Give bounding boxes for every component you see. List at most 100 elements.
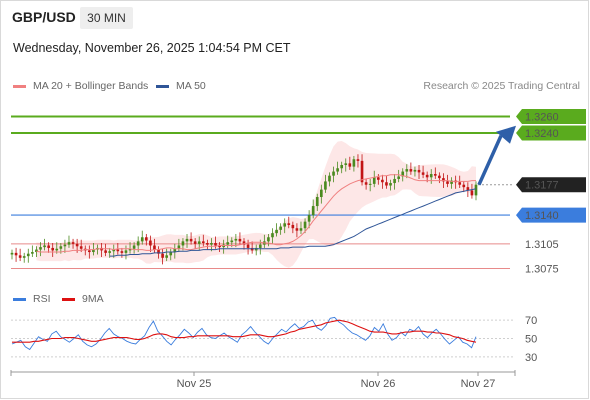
candle-body [120,251,124,253]
candle-body [470,190,474,196]
candle-body [185,238,189,242]
credit-text: Research © 2025 Trading Central [423,80,580,92]
legend-ma50: MA 50 [156,80,206,92]
candle-body [132,245,136,249]
level-label: 1.3105 [525,239,559,251]
candle-body [144,237,148,241]
candle-body [352,159,356,167]
candle-body [39,247,42,250]
candle-body [356,159,360,161]
timeframe-badge[interactable]: 30 MIN [80,7,133,29]
rsi-tick-label: 70 [525,315,537,327]
candle-body [193,241,197,244]
candle-body [429,174,433,178]
candle-body [368,183,372,185]
candle-body [291,224,295,229]
legend-ma20-label: MA 20 + Bollinger Bands [33,80,149,92]
candle-body [311,206,315,216]
candle-body [210,243,213,245]
candle-body [381,179,384,183]
candle-body [433,174,437,176]
candle-body [47,245,50,248]
candle-body [474,184,478,196]
timestamp: Wednesday, November 26, 2025 1:04:54 PM … [13,41,291,55]
candle-body [376,177,380,180]
candle-body [92,249,95,253]
ma20-line [36,174,476,253]
candle-body [79,246,83,249]
candle-body [299,228,303,231]
candle-body [328,175,331,182]
candle-body [63,244,67,247]
candle-body [271,233,274,238]
candle-body [51,247,55,251]
candle-body [153,245,156,250]
candle-body [104,250,107,253]
legend-rsi-label: RSI [33,293,51,305]
candle-body [206,243,209,245]
rsi-tick-label: 50 [525,334,537,346]
candle-body [450,180,453,184]
level-label: 1.3075 [525,263,559,275]
candle-body [425,174,429,178]
candle-body [258,244,262,248]
candle-body [393,178,396,184]
candle-body [35,249,38,253]
candle-body [230,240,234,243]
candle-body [421,172,425,175]
candle-body [75,243,79,247]
candle-body [112,249,116,252]
candle-body [332,171,335,176]
candle-body [397,176,400,179]
candle-body [173,248,177,253]
level-label-box [516,109,586,125]
candle-body [405,169,409,172]
candle-body [71,242,75,244]
candle-body [149,240,152,246]
candle-body [43,245,46,248]
ma50-line [109,188,477,257]
candle-body [242,241,246,245]
candle-body [128,248,132,251]
candle-body [218,245,221,248]
bollinger-band [36,141,477,268]
level-label: 1.3260 [525,112,559,124]
candle-body [246,244,250,248]
ma50-swatch [156,84,169,88]
legend-rsi-ma: 9MA [62,293,104,305]
candle-body [238,238,242,242]
candle-body [324,181,327,190]
candle-body [55,248,59,251]
candle-body [287,223,291,225]
rsi-ma-line [12,319,477,343]
forecast-arrow-shaft [477,135,503,186]
candle-body [389,183,392,186]
candle-body [320,189,323,198]
candle-body [466,187,470,191]
level-label: 1.3140 [525,210,559,222]
candle-body [157,249,160,254]
candle-body [442,178,445,182]
candle-body [31,252,34,254]
candle-body [385,182,388,186]
x-axis-tick-label: Nov 26 [361,378,396,390]
candle-body [140,237,144,242]
candle-body [234,238,238,241]
candle-body [336,168,339,172]
candle-body [307,215,311,222]
candle-body [401,171,405,177]
candle-body [169,252,173,256]
candle-body [181,241,185,246]
x-axis-tick-label: Nov 25 [177,378,212,390]
rsi-swatch [13,297,26,301]
rsi-line [11,316,477,351]
candle-body [315,197,319,207]
candle-body [214,243,217,246]
candle-body [295,228,299,231]
candle-body [67,242,71,245]
candle-body [372,177,376,184]
candle-body [462,184,466,188]
candle-body [124,250,128,253]
